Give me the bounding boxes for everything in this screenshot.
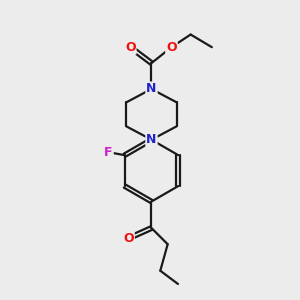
Text: O: O xyxy=(123,232,134,245)
Text: N: N xyxy=(146,133,157,146)
Text: F: F xyxy=(104,146,113,159)
Text: O: O xyxy=(166,41,177,54)
Text: N: N xyxy=(146,82,157,95)
Text: O: O xyxy=(125,41,136,54)
